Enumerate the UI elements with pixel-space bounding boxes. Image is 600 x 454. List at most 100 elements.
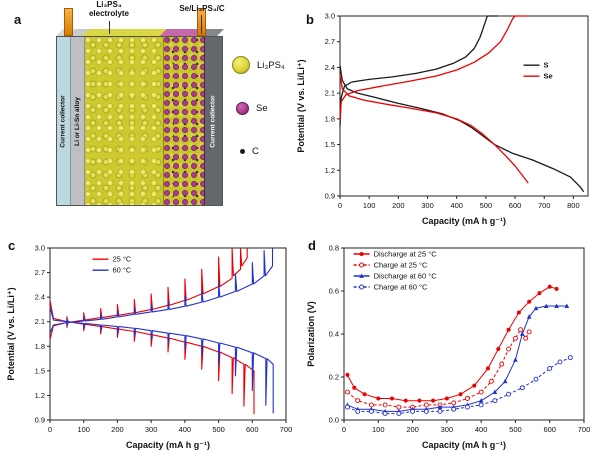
svg-text:Charge at 25 °C: Charge at 25 °C	[374, 261, 428, 270]
svg-text:Capacity (mA h g⁻¹): Capacity (mA h g⁻¹)	[422, 440, 506, 450]
cathode-callout-text: Se/Li₃PS₄/C	[179, 4, 225, 13]
layer-cathode-composite	[164, 37, 205, 205]
svg-text:100: 100	[77, 425, 90, 434]
svg-text:200: 200	[392, 201, 405, 210]
svg-text:400: 400	[179, 425, 192, 434]
carbon-dot-icon	[240, 149, 245, 154]
svg-text:Potential (V vs. Li/Li⁺): Potential (V vs. Li/Li⁺)	[296, 59, 306, 152]
svg-text:0.0: 0.0	[329, 416, 339, 425]
svg-text:400: 400	[475, 425, 488, 434]
svg-text:0.9: 0.9	[325, 192, 335, 201]
legend-item-li3ps4: Li₃PS₄	[232, 56, 285, 74]
se-sphere-icon	[236, 102, 249, 115]
svg-text:300: 300	[421, 201, 434, 210]
svg-text:700: 700	[578, 425, 591, 434]
legend-item-se: Se	[236, 102, 268, 115]
svg-text:300: 300	[145, 425, 158, 434]
electrolyte-callout: Li₃PS₄ electrolyte	[70, 0, 148, 19]
battery-stack: Current collector Li or Li-Sn alloy Curr…	[56, 36, 223, 206]
svg-text:Capacity (mA h g⁻¹): Capacity (mA h g⁻¹)	[126, 440, 210, 450]
svg-text:1.8: 1.8	[35, 342, 45, 351]
anode-label-wrap: Li or Li-Sn alloy	[71, 37, 84, 205]
svg-text:700: 700	[538, 201, 551, 210]
electrolyte-callout-line1: Li₃PS₄	[96, 0, 122, 9]
chart-c-svg: 0 100 200 300 400 500 600 700 0.9 1.2 1.5 1.8 2.1 2.4…	[6, 244, 293, 451]
anode-label: Li or Li-Sn alloy	[74, 96, 82, 146]
svg-text:Se: Se	[544, 72, 553, 81]
svg-text:500: 500	[212, 425, 225, 434]
legend-item-c: C	[240, 146, 259, 157]
electrode-lead-left-icon	[64, 8, 73, 36]
svg-text:400: 400	[450, 201, 463, 210]
svg-text:1.5: 1.5	[325, 140, 335, 149]
panel-d-polarization: d 0 100 200 300 400 500 600 700 0.0 0.2 0.4 0.6 0.8 C…	[300, 230, 600, 454]
chart-d-svg: 0 100 200 300 400 500 600 700 0.0 0.2 0.4 0.6 0.8 Cap…	[306, 244, 591, 451]
svg-text:Capacity (mA h g⁻¹): Capacity (mA h g⁻¹)	[422, 216, 506, 226]
svg-text:1.8: 1.8	[325, 114, 335, 123]
panel-c-gitt-curves: c 0 100 200 300 400 500 600 700 0.9 1.2 1.5 1.8 2.1 2…	[0, 230, 300, 454]
svg-text:0: 0	[48, 425, 52, 434]
svg-text:0.9: 0.9	[35, 416, 45, 425]
svg-text:2.4: 2.4	[35, 293, 45, 302]
svg-text:700: 700	[280, 425, 293, 434]
layer-electrolyte	[85, 37, 164, 205]
svg-text:3.0: 3.0	[325, 12, 335, 21]
callout-line-cathode	[201, 15, 202, 34]
svg-text:S: S	[544, 61, 549, 70]
svg-text:Charge at 60 °C: Charge at 60 °C	[374, 283, 428, 292]
panel-a-schematic: a Li₃PS₄ electrolyte Se/Li₃PS₄/C Current…	[0, 0, 288, 230]
svg-text:Potential (V vs. Li/Li⁺): Potential (V vs. Li/Li⁺)	[6, 287, 16, 380]
svg-text:2.7: 2.7	[35, 268, 45, 277]
svg-text:200: 200	[111, 425, 124, 434]
panel-label-d: d	[308, 238, 316, 253]
svg-text:25 °C: 25 °C	[112, 255, 131, 264]
svg-text:1.2: 1.2	[35, 391, 45, 400]
li3ps4-sphere-icon	[232, 56, 250, 74]
panel-label-c: c	[8, 238, 16, 253]
svg-text:500: 500	[509, 425, 522, 434]
svg-text:800: 800	[567, 201, 580, 210]
svg-text:0.2: 0.2	[329, 373, 339, 382]
cathode-callout: Se/Li₃PS₄/C	[158, 4, 246, 14]
svg-text:60 °C: 60 °C	[112, 266, 131, 275]
callout-line-electrolyte	[109, 21, 110, 34]
svg-text:0.8: 0.8	[329, 244, 339, 253]
current-collector-left-label: Current collector	[60, 94, 67, 148]
svg-text:0.6: 0.6	[329, 287, 339, 296]
svg-text:0: 0	[338, 201, 342, 210]
svg-text:600: 600	[246, 425, 259, 434]
layer-current-collector-left: Current collector	[57, 37, 71, 205]
svg-text:3.0: 3.0	[35, 244, 45, 253]
legend-label-c: C	[252, 146, 259, 157]
svg-text:1.2: 1.2	[325, 166, 335, 175]
svg-text:0.4: 0.4	[329, 330, 339, 339]
electrolyte-callout-line2: electrolyte	[88, 8, 130, 18]
svg-text:200: 200	[406, 425, 419, 434]
layer-current-collector-right: Current collector	[205, 37, 222, 205]
layer-li-sn-anode: Li or Li-Sn alloy	[71, 37, 85, 205]
current-collector-right-label: Current collector	[210, 94, 217, 148]
legend-label-se: Se	[256, 103, 268, 114]
svg-text:2.4: 2.4	[325, 63, 335, 72]
svg-text:0: 0	[342, 425, 346, 434]
svg-text:100: 100	[363, 201, 376, 210]
svg-text:1.5: 1.5	[35, 366, 45, 375]
svg-text:Discharge at 25 °C: Discharge at 25 °C	[374, 250, 438, 259]
svg-text:600: 600	[543, 425, 556, 434]
legend-label-li3ps4: Li₃PS₄	[257, 59, 285, 71]
svg-text:500: 500	[480, 201, 493, 210]
svg-text:2.7: 2.7	[325, 37, 335, 46]
svg-text:2.1: 2.1	[325, 89, 335, 98]
svg-text:2.1: 2.1	[35, 317, 45, 326]
current-collector-right-label-wrap: Current collector	[205, 37, 222, 205]
panel-b-voltage-profiles: b 0 100 200 300 400 500 600 700 800 0.9 1.2 1.5 1.8 2…	[288, 0, 600, 230]
svg-text:Discharge at 60 °C: Discharge at 60 °C	[374, 272, 438, 281]
svg-text:Polarization (V): Polarization (V)	[306, 301, 316, 367]
svg-text:600: 600	[509, 201, 522, 210]
chart-b-svg: 0 100 200 300 400 500 600 700 800 0.9 1.2 1.5 1.8 2.1…	[296, 12, 589, 226]
panel-label-b: b	[306, 12, 314, 27]
current-collector-left-label-wrap: Current collector	[57, 37, 70, 205]
svg-text:300: 300	[441, 425, 454, 434]
svg-text:100: 100	[372, 425, 385, 434]
